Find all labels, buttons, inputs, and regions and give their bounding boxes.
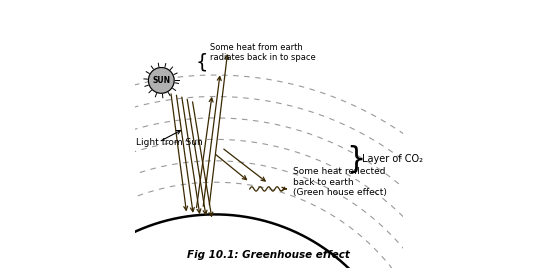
Text: Light from Sun: Light from Sun <box>136 137 202 147</box>
Text: {: { <box>196 52 208 71</box>
Text: Fig 10.1: Greenhouse effect: Fig 10.1: Greenhouse effect <box>187 250 350 260</box>
Text: Layer of CO₂: Layer of CO₂ <box>362 154 423 164</box>
Text: Some heat reflected
back to earth
(Green house effect): Some heat reflected back to earth (Green… <box>293 168 387 197</box>
Text: SUN: SUN <box>152 76 170 85</box>
Text: }: } <box>346 144 366 173</box>
Circle shape <box>148 68 174 93</box>
Text: Some heat from earth
radiates back in to space: Some heat from earth radiates back in to… <box>209 43 315 62</box>
